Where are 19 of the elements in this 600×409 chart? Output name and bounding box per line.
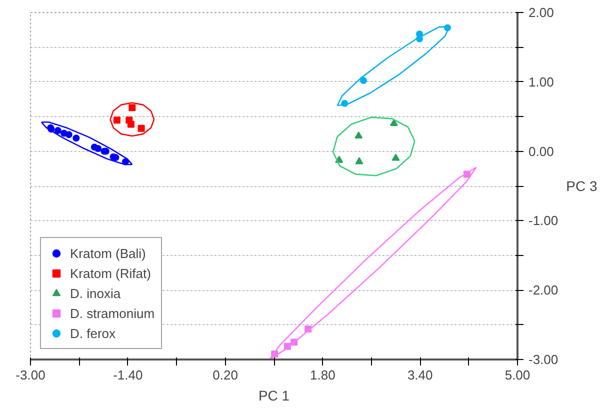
legend-label: D. inoxia [70, 286, 121, 300]
y-tick-label: -1.00 [528, 213, 558, 228]
legend-label: D. ferox [70, 326, 116, 340]
x-tick-label: 3.40 [407, 368, 433, 382]
legend-label: Kratom (Bali) [70, 246, 146, 260]
y-tick-label: -3.00 [528, 352, 558, 367]
y-axis-title: PC 3 [566, 178, 598, 194]
y-tick-label: 0.00 [528, 144, 554, 159]
legend-label: D. stramonium [70, 306, 155, 320]
x-tick-label: 0.20 [212, 368, 238, 382]
x-axis-title: PC 1 [258, 388, 290, 404]
x-tick-label: -3.00 [16, 368, 46, 382]
x-tick-label: 1.80 [310, 368, 336, 382]
y-tick-label: 1.00 [528, 74, 554, 90]
x-tick-label: 5.00 [504, 368, 530, 382]
y-tick-label: -2.00 [528, 282, 558, 298]
x-tick-label: -1.40 [113, 368, 143, 382]
y-tick-label: 2.00 [528, 5, 554, 20]
legend-label: Kratom (Rifat) [70, 266, 151, 280]
